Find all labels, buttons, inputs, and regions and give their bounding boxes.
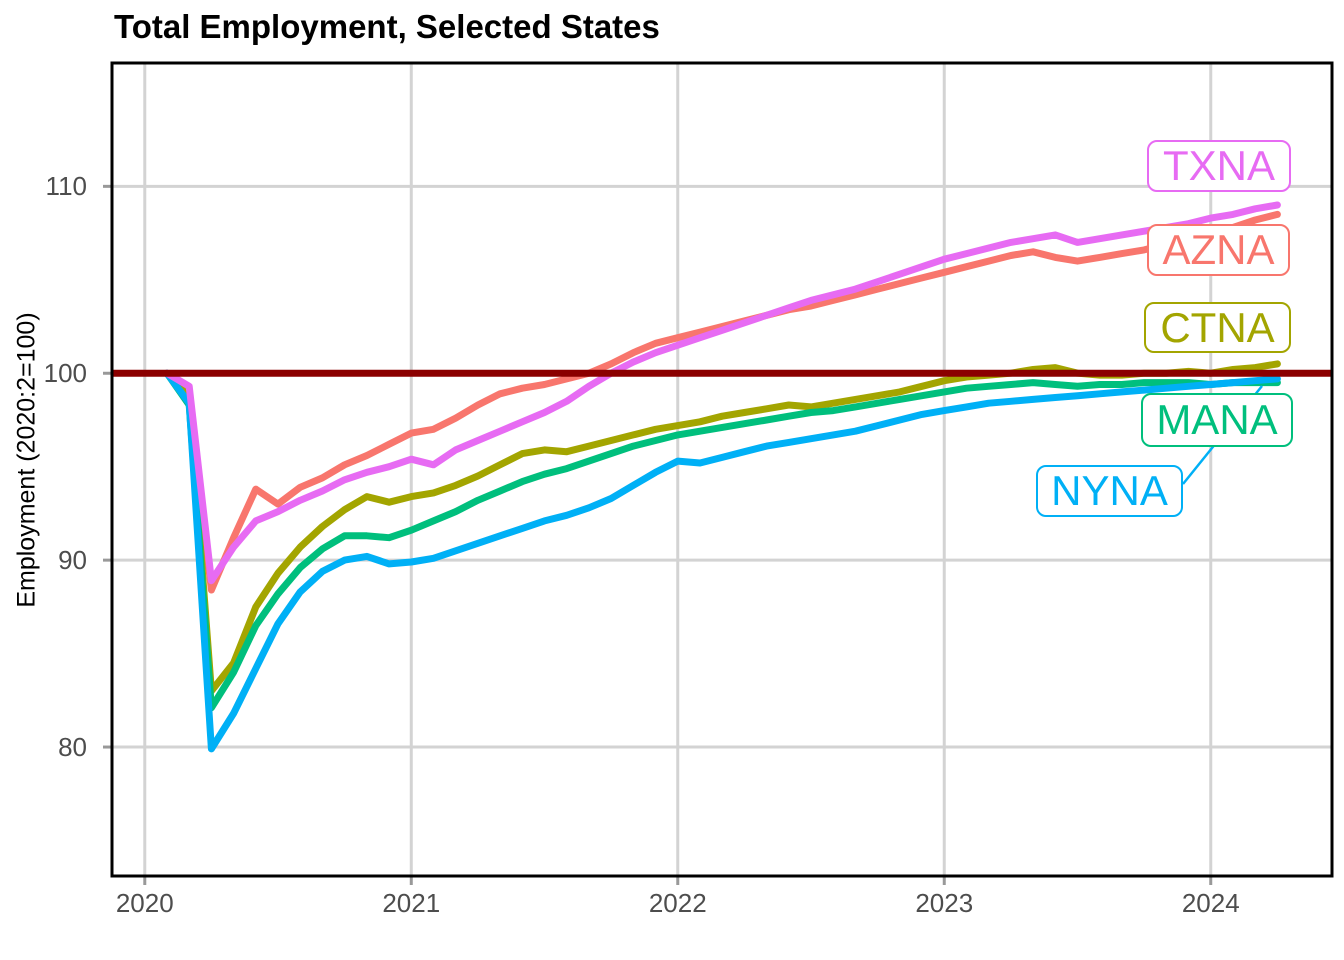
series-line-nyna <box>163 369 1281 753</box>
y-tick-label: 80 <box>58 732 87 763</box>
chart-title: Total Employment, Selected States <box>114 8 660 45</box>
panel-border <box>110 61 1334 878</box>
series-label-txna: TXNA <box>1147 140 1291 192</box>
x-tick-label: 2020 <box>115 888 174 918</box>
series-label-nyna: NYNA <box>1036 465 1183 517</box>
y-tick-label: 110 <box>45 171 87 202</box>
series-line-ctna <box>163 360 1281 695</box>
series-label-mana: MANA <box>1141 393 1293 447</box>
y-axis-tick-labels: 80 90 100 110 <box>0 0 100 960</box>
x-tick-label: 2021 <box>382 888 441 918</box>
series-line-txna <box>163 201 1281 585</box>
series-label-ctna: CTNA <box>1144 302 1291 353</box>
x-tick-label: 2023 <box>915 888 974 918</box>
series-line-azna <box>163 210 1281 594</box>
x-tick-label: 2024 <box>1181 888 1240 918</box>
x-tick-label: 2022 <box>648 888 707 918</box>
series-label-azna: AZNA <box>1147 224 1290 276</box>
y-tick-label: 100 <box>43 358 87 389</box>
y-tick-label: 90 <box>58 545 87 576</box>
series-line-mana <box>163 369 1281 712</box>
